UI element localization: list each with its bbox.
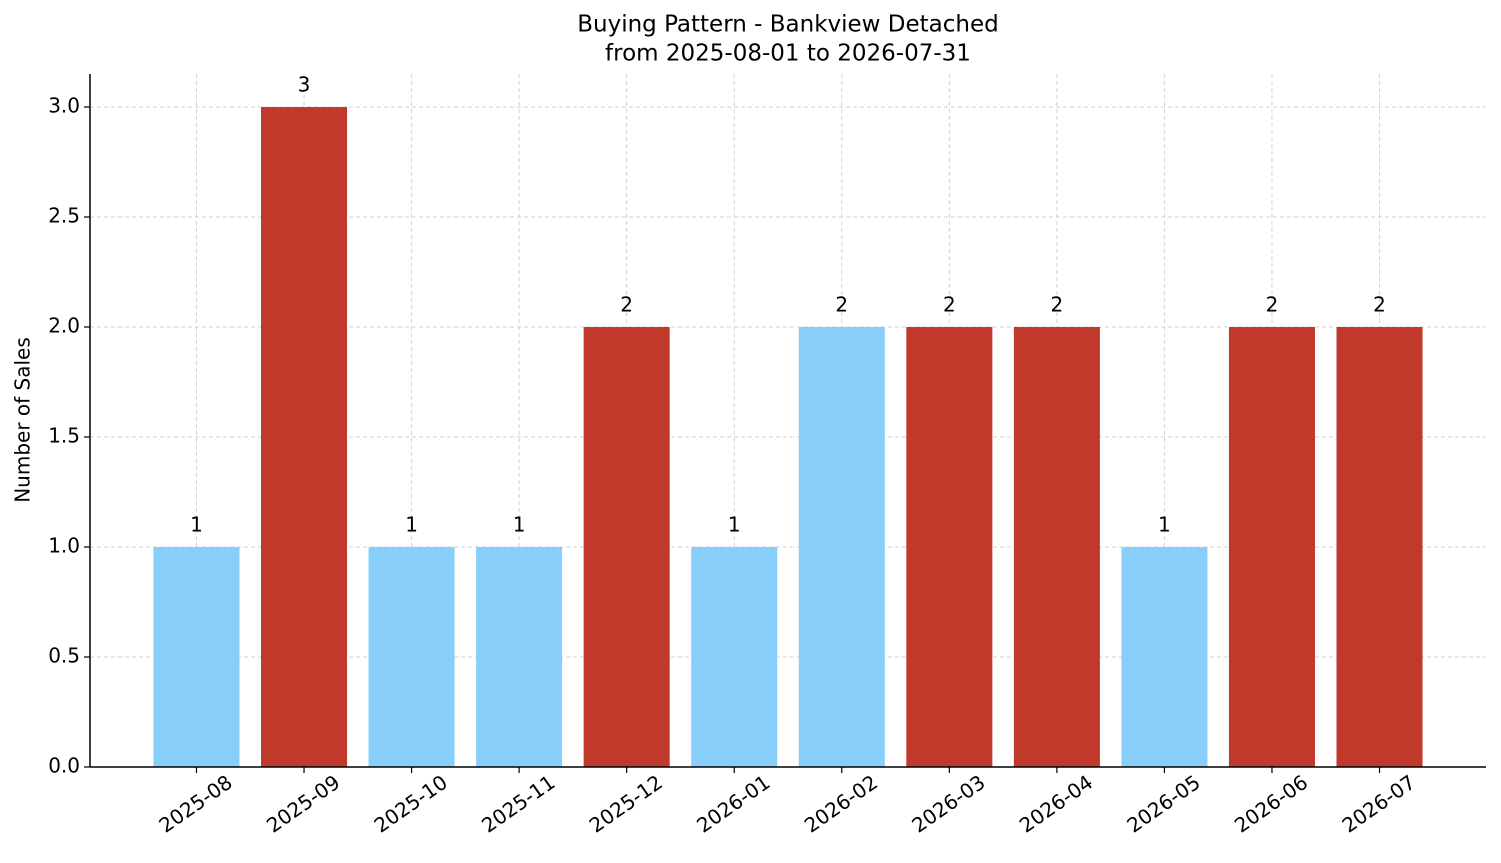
x-tick-label: 2026-07 bbox=[1338, 770, 1420, 838]
data-label: 2 bbox=[943, 293, 956, 317]
chart-title: Buying Pattern - Bankview Detached bbox=[577, 12, 999, 38]
x-tick-label: 2026-06 bbox=[1230, 770, 1312, 838]
x-tick-label: 2026-03 bbox=[907, 770, 989, 838]
data-label: 2 bbox=[835, 293, 848, 317]
x-tick-label: 2025-10 bbox=[370, 770, 452, 838]
data-label: 2 bbox=[1373, 293, 1386, 317]
bar bbox=[798, 327, 885, 767]
data-label: 1 bbox=[728, 513, 741, 537]
bar bbox=[1121, 547, 1208, 767]
data-label: 2 bbox=[620, 293, 633, 317]
bar bbox=[906, 327, 993, 767]
data-label: 3 bbox=[298, 73, 311, 97]
bar bbox=[368, 547, 455, 767]
y-tick-label: 0.5 bbox=[48, 644, 80, 668]
x-tick-label: 2026-04 bbox=[1015, 770, 1097, 838]
x-tick-label: 2026-02 bbox=[800, 770, 882, 838]
data-label: 1 bbox=[1158, 513, 1171, 537]
bar bbox=[261, 107, 348, 767]
bar bbox=[583, 327, 670, 767]
data-label: 2 bbox=[1266, 293, 1279, 317]
bar bbox=[153, 547, 240, 767]
chart-subtitle: from 2025-08-01 to 2026-07-31 bbox=[605, 41, 971, 67]
data-label: 2 bbox=[1051, 293, 1064, 317]
x-tick-label: 2026-01 bbox=[692, 770, 774, 838]
y-tick-label: 0.0 bbox=[48, 754, 80, 778]
x-tick-label: 2025-11 bbox=[477, 770, 559, 838]
y-tick-label: 1.5 bbox=[48, 424, 80, 448]
y-tick-label: 2.5 bbox=[48, 204, 80, 228]
y-axis-label: Number of Sales bbox=[11, 337, 35, 503]
bar bbox=[691, 547, 778, 767]
bar bbox=[476, 547, 563, 767]
bar bbox=[1228, 327, 1315, 767]
data-label: 1 bbox=[513, 513, 526, 537]
x-tick-label: 2025-12 bbox=[585, 770, 667, 838]
y-tick-label: 3.0 bbox=[48, 94, 80, 118]
bar bbox=[1013, 327, 1100, 767]
x-tick-label: 2025-09 bbox=[262, 770, 344, 838]
x-tick-label: 2025-08 bbox=[154, 770, 236, 838]
data-label: 1 bbox=[190, 513, 203, 537]
x-tick-label: 2026-05 bbox=[1122, 770, 1204, 838]
data-label: 1 bbox=[405, 513, 418, 537]
y-tick-label: 2.0 bbox=[48, 314, 80, 338]
bar bbox=[1336, 327, 1423, 767]
y-tick-label: 1.0 bbox=[48, 534, 80, 558]
